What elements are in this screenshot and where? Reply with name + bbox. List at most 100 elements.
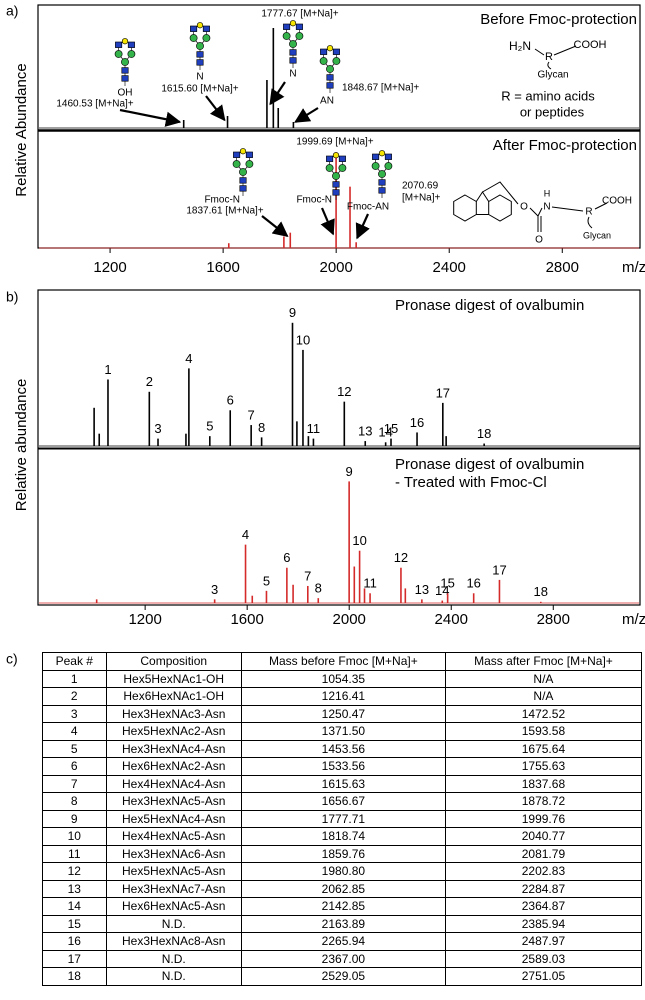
peak-annotation: 1999.69 [M+Na]+: [296, 137, 373, 148]
table-row: 4 Hex5HexNAc2-Asn 1371.50 1593.58: [42, 722, 643, 741]
peak-label: 8: [258, 420, 265, 435]
table-cell: 2142.85: [240, 897, 446, 916]
peak-label: 13: [358, 424, 372, 439]
panel-label: b): [6, 289, 18, 305]
table-cell: Hex3HexNAc6-Asn: [105, 844, 242, 863]
table-row: 12 Hex5HexNAc5-Asn 1980.80 2202.83: [42, 862, 643, 881]
peak-label: 5: [263, 573, 270, 588]
peak-label: 17: [436, 385, 450, 400]
table-cell: Hex3HexNAc7-Asn: [105, 879, 242, 898]
table-cell: 1755.63: [444, 757, 643, 776]
table-cell: 1837.68: [444, 774, 643, 793]
table-cell: 1675.64: [444, 739, 643, 758]
table-cell: 2081.79: [444, 844, 643, 863]
table-cell: 1472.52: [444, 704, 643, 723]
table-cell: Hex4HexNAc4-Asn: [105, 774, 242, 793]
peak-label: 17: [492, 562, 506, 577]
structure-label: O: [535, 235, 543, 246]
table-cell: Hex5HexNAc4-Asn: [105, 809, 242, 828]
table-cell: 1818.74: [240, 827, 446, 846]
peak-label: 7: [304, 568, 311, 583]
table-cell: 1593.58: [444, 722, 643, 741]
table-cell: Hex3HexNAc8-Asn: [105, 932, 242, 951]
linker-label: OH: [118, 88, 133, 99]
table-cell: N/A: [444, 669, 643, 688]
linker-label: N: [289, 69, 296, 80]
peak-label: 14: [435, 583, 449, 598]
table-cell: 10: [42, 827, 107, 846]
x-tick-label: 2800: [537, 611, 570, 628]
table-cell: 16: [42, 932, 107, 951]
table-cell: 1453.56: [240, 739, 446, 758]
glycan-icon: [319, 45, 341, 93]
peak-annotation: 1848.67 [M+Na]+: [342, 83, 419, 94]
table-cell: 1615.63: [240, 774, 446, 793]
peak-label: 12: [394, 550, 408, 565]
table-cell: 1216.41: [240, 687, 446, 706]
x-tick-label: 1600: [206, 259, 239, 276]
table-row: 9 Hex5HexNAc4-Asn 1777.71 1999.76: [42, 809, 643, 828]
peak-label: 10: [296, 332, 310, 347]
table-cell: 1250.47: [240, 704, 446, 723]
table-cell: 1980.80: [240, 862, 446, 881]
table-cell: 1371.50: [240, 722, 446, 741]
table-cell: 9: [42, 809, 107, 828]
structure-label: R: [545, 51, 553, 63]
linker-label: Fmoc-N: [204, 195, 240, 206]
table-cell: N.D.: [105, 914, 242, 933]
linker-label: Fmoc-N: [296, 195, 332, 206]
table-cell: 1656.67: [240, 792, 446, 811]
table-cell: 2202.83: [444, 862, 643, 881]
table-cell: Hex5HexNAc1-OH: [105, 669, 242, 688]
table-cell: Hex3HexNAc3-Asn: [105, 704, 242, 723]
glycan-icon: [371, 150, 393, 198]
peak-label: 11: [307, 421, 321, 436]
table-header-cell: Composition: [105, 652, 242, 671]
table-cell: 15: [42, 914, 107, 933]
r-note: or peptides: [520, 104, 585, 119]
table-row: 14 Hex6HexNAc5-Asn 2142.85 2364.87: [42, 897, 643, 916]
peak-label: 14: [378, 425, 392, 440]
table-cell: 12: [42, 862, 107, 881]
table-cell: 13: [42, 879, 107, 898]
table-cell: Hex5HexNAc2-Asn: [105, 722, 242, 741]
table-cell: 2385.94: [444, 914, 643, 933]
annotation-arrow: [320, 207, 335, 236]
table-row: 18 N.D. 2529.05 2751.05: [42, 967, 643, 986]
table-cell: 2364.87: [444, 897, 643, 916]
peak-label: 18: [534, 584, 548, 599]
table-row: 16 Hex3HexNAc8-Asn 2265.94 2487.97: [42, 932, 643, 951]
table-cell: 1054.35: [240, 669, 446, 688]
x-tick-label: 2000: [333, 611, 366, 628]
table-cell: 2: [42, 687, 107, 706]
table-cell: 2062.85: [240, 879, 446, 898]
peak-label: 8: [315, 581, 322, 596]
peak-table: Peak # Composition Mass before Fmoc [M+Na]…: [42, 652, 643, 986]
table-cell: 7: [42, 774, 107, 793]
peak-label: 2: [146, 374, 153, 389]
peak-label: 16: [466, 576, 480, 591]
table-cell: Hex6HexNAc2-Asn: [105, 757, 242, 776]
table-cell: Hex6HexNAc5-Asn: [105, 897, 242, 916]
peak-label: 15: [440, 576, 454, 591]
peak-annotation: 1615.60 [M+Na]+: [161, 84, 238, 95]
table-cell: Hex5HexNAc5-Asn: [105, 862, 242, 881]
y-axis-label: Relative Abundance: [13, 63, 30, 196]
spectrum-title: Pronase digest of ovalbumin: [395, 297, 584, 314]
table-cell: N/A: [444, 687, 643, 706]
linker-label: Fmoc-AN: [347, 202, 389, 213]
table-cell: Hex6HexNAc1-OH: [105, 687, 242, 706]
peak-label: 4: [185, 351, 192, 366]
glycan-icon: [189, 22, 211, 70]
table-cell: 2265.94: [240, 932, 446, 951]
annotation-arrow: [261, 215, 289, 237]
peak-label: 16: [410, 415, 424, 430]
linker-label: AN: [320, 96, 334, 107]
x-tick-label: 1200: [93, 259, 126, 276]
table-cell: 1533.56: [240, 757, 446, 776]
table-cell: 2284.87: [444, 879, 643, 898]
table-cell: 1859.76: [240, 844, 446, 863]
structure-label: R: [585, 207, 592, 218]
panel-label: c): [6, 651, 18, 667]
